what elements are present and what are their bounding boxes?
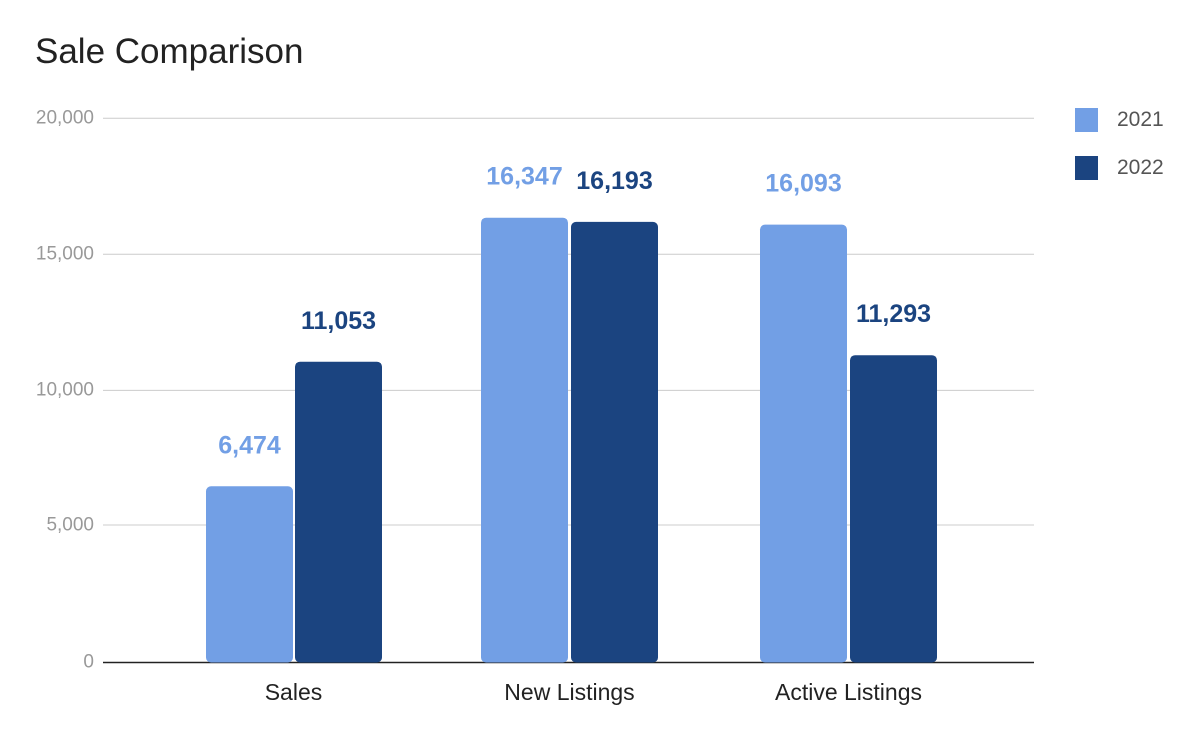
- svg-text:Active Listings: Active Listings: [775, 679, 922, 705]
- svg-text:5,000: 5,000: [46, 515, 94, 536]
- svg-text:11,293: 11,293: [856, 300, 931, 328]
- svg-text:10,000: 10,000: [36, 380, 94, 401]
- svg-text:2022: 2022: [1117, 156, 1164, 179]
- svg-text:New Listings: New Listings: [504, 679, 634, 705]
- svg-text:2021: 2021: [1117, 108, 1164, 131]
- svg-text:15,000: 15,000: [36, 244, 94, 265]
- svg-text:20,000: 20,000: [36, 108, 94, 129]
- svg-text:16,347: 16,347: [486, 163, 562, 191]
- svg-text:16,093: 16,093: [765, 170, 841, 198]
- svg-text:Sales: Sales: [265, 679, 323, 705]
- svg-text:6,474: 6,474: [218, 431, 281, 459]
- svg-text:16,193: 16,193: [576, 167, 652, 195]
- svg-text:11,053: 11,053: [301, 307, 376, 335]
- svg-text:0: 0: [83, 652, 94, 673]
